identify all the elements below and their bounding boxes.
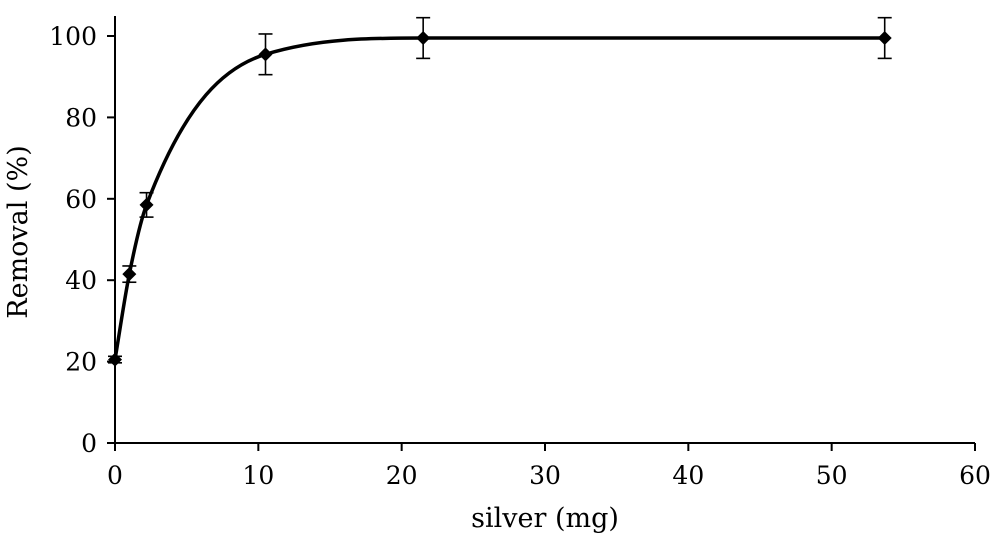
x-tick-label: 10 — [242, 461, 274, 490]
data-point-marker — [877, 31, 892, 46]
x-tick-label: 0 — [107, 461, 123, 490]
data-point-marker — [416, 31, 431, 46]
x-tick-label: 60 — [959, 461, 991, 490]
y-tick-label: 80 — [65, 103, 97, 132]
data-point-marker — [108, 352, 122, 367]
plot-area: 0 20 40 60 80 100 0 10 20 30 40 50 60 — [49, 16, 991, 490]
y-tick-label: 60 — [65, 185, 97, 214]
error-bars — [108, 16, 892, 364]
data-point-marker — [258, 47, 273, 62]
x-tick-label: 40 — [672, 461, 704, 490]
y-tick-label: 0 — [81, 429, 97, 458]
y-tick-label: 40 — [65, 266, 97, 295]
x-tick-label: 50 — [816, 461, 848, 490]
ticks: 0 20 40 60 80 100 0 10 20 30 40 50 60 — [49, 22, 991, 490]
x-tick-label: 20 — [386, 461, 418, 490]
data-point-marker — [139, 197, 154, 212]
series-line — [113, 36, 887, 362]
data-markers — [108, 31, 892, 367]
x-tick-label: 30 — [529, 461, 561, 490]
x-axis-title: silver (mg) — [471, 503, 619, 534]
y-tick-label: 100 — [49, 22, 97, 51]
y-axis-title: Removal (%) — [3, 145, 34, 318]
data-point-marker — [122, 267, 137, 282]
y-tick-label: 20 — [65, 348, 97, 377]
